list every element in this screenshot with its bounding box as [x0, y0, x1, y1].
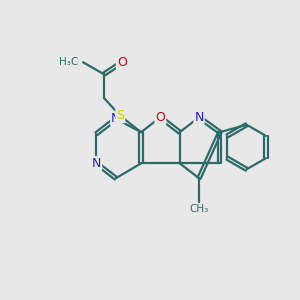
Text: H₃C: H₃C	[59, 57, 79, 67]
Text: O: O	[155, 111, 165, 124]
Text: S: S	[116, 109, 124, 122]
Text: N: N	[92, 157, 101, 170]
Text: O: O	[117, 56, 127, 69]
Text: CH₃: CH₃	[189, 203, 209, 214]
Text: N: N	[111, 112, 121, 125]
Text: N: N	[194, 111, 204, 124]
